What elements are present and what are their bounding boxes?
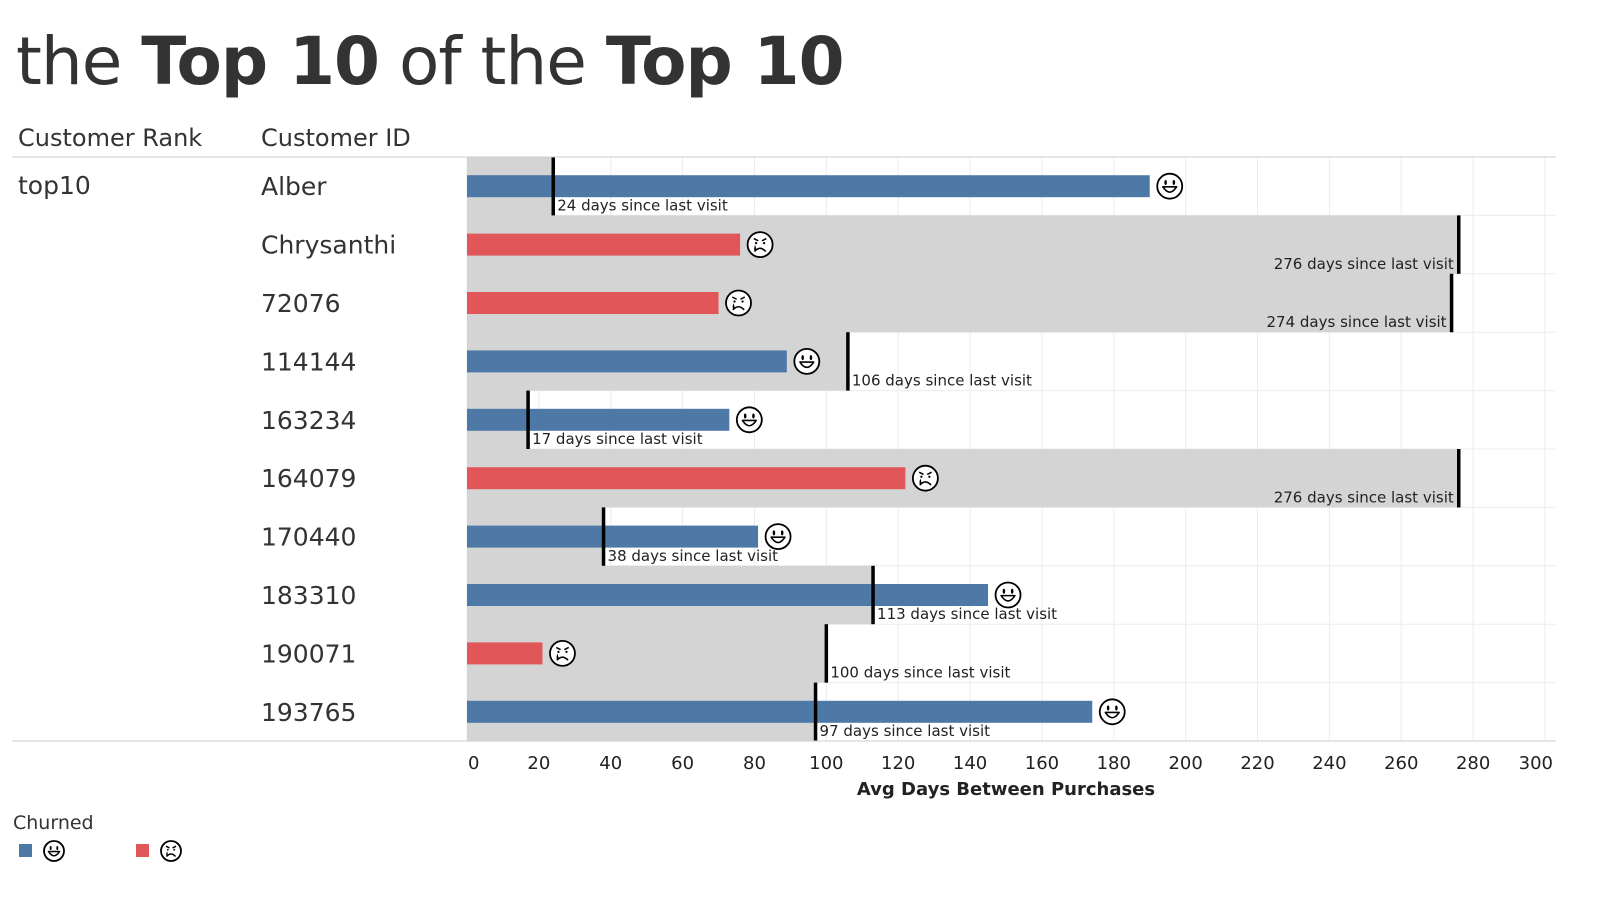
days-since-label-0: 24 days since last visit xyxy=(557,196,728,214)
customer-id-2: 72076 xyxy=(261,289,341,318)
x-tick-label-3: 60 xyxy=(671,753,694,774)
bar-0 xyxy=(467,175,1150,198)
title-part-3: of the xyxy=(378,23,606,100)
legend-swatch-0 xyxy=(19,844,32,857)
x-axis-title: Avg Days Between Purchases xyxy=(857,779,1155,800)
title-part-2: Top 10 xyxy=(141,23,380,100)
x-tick-label-15: 300 xyxy=(1519,753,1553,774)
sad-face-icon xyxy=(911,464,939,492)
legend-swatch-1 xyxy=(136,844,149,857)
customer-id-5: 164079 xyxy=(261,464,356,493)
x-tick-label-4: 80 xyxy=(743,753,766,774)
customer-id-8: 190071 xyxy=(261,639,356,668)
bar-9 xyxy=(467,700,1093,723)
x-tick-label-10: 200 xyxy=(1168,753,1202,774)
days-since-label-8: 100 days since last visit xyxy=(830,664,1010,682)
page-title: the Top 10 of the Top 10 xyxy=(16,22,845,101)
days-since-label-3: 106 days since last visit xyxy=(852,372,1032,390)
bar-4 xyxy=(467,408,730,431)
x-tick-label-1: 20 xyxy=(527,753,550,774)
customer-id-3: 114144 xyxy=(261,347,356,376)
x-tick-label-2: 40 xyxy=(599,753,622,774)
days-since-label-9: 97 days since last visit xyxy=(820,722,991,740)
bar-3 xyxy=(467,350,787,373)
x-tick-label-8: 160 xyxy=(1025,753,1059,774)
customer-id-0: Alber xyxy=(261,172,327,201)
days-since-label-6: 38 days since last visit xyxy=(608,547,779,565)
customer-id-1: Chrysanthi xyxy=(261,231,396,260)
customer-id-9: 193765 xyxy=(261,698,356,727)
bar-8 xyxy=(467,642,543,665)
customer-rank-header: Customer Rank xyxy=(18,124,203,152)
customer-id-4: 163234 xyxy=(261,406,356,435)
happy-face-icon xyxy=(43,840,65,862)
customer-id-header: Customer ID xyxy=(261,124,411,152)
happy-face-icon xyxy=(1156,172,1184,200)
days-since-label-5: 276 days since last visit xyxy=(1274,488,1454,506)
happy-face-icon xyxy=(994,581,1022,609)
bar-7 xyxy=(467,584,989,606)
happy-face-icon xyxy=(735,406,763,434)
happy-face-icon xyxy=(793,347,821,375)
title-part-4: Top 10 xyxy=(605,23,845,100)
x-tick-label-14: 280 xyxy=(1456,753,1490,774)
x-tick-label-12: 240 xyxy=(1312,753,1346,774)
customer-rank-value: top10 xyxy=(18,171,91,200)
x-tick-label-7: 140 xyxy=(953,753,987,774)
sad-face-icon xyxy=(746,231,774,259)
title-part-1: the xyxy=(16,23,142,100)
bar-2 xyxy=(467,292,719,314)
sad-face-icon xyxy=(725,289,752,317)
days-since-label-1: 276 days since last visit xyxy=(1274,255,1454,273)
happy-face-icon xyxy=(764,523,792,550)
happy-face-icon xyxy=(1098,698,1126,726)
legend-title: Churned xyxy=(13,812,94,834)
x-tick-label-13: 260 xyxy=(1384,753,1418,774)
x-tick-label-11: 220 xyxy=(1240,753,1274,774)
x-tick-label-0: 0 xyxy=(468,753,479,774)
days-since-label-4: 17 days since last visit xyxy=(532,430,703,448)
x-tick-label-5: 100 xyxy=(809,753,843,774)
x-tick-label-9: 180 xyxy=(1097,753,1131,774)
sad-face-icon xyxy=(549,640,576,667)
sad-face-icon xyxy=(160,840,182,862)
bar-6 xyxy=(467,525,759,548)
bar-5 xyxy=(467,467,906,490)
x-tick-label-6: 120 xyxy=(881,753,915,774)
customer-id-7: 183310 xyxy=(261,581,356,610)
bar-1 xyxy=(467,233,741,256)
customer-id-6: 170440 xyxy=(261,523,356,552)
days-since-label-7: 113 days since last visit xyxy=(877,605,1057,623)
days-since-label-2: 274 days since last visit xyxy=(1267,313,1447,331)
